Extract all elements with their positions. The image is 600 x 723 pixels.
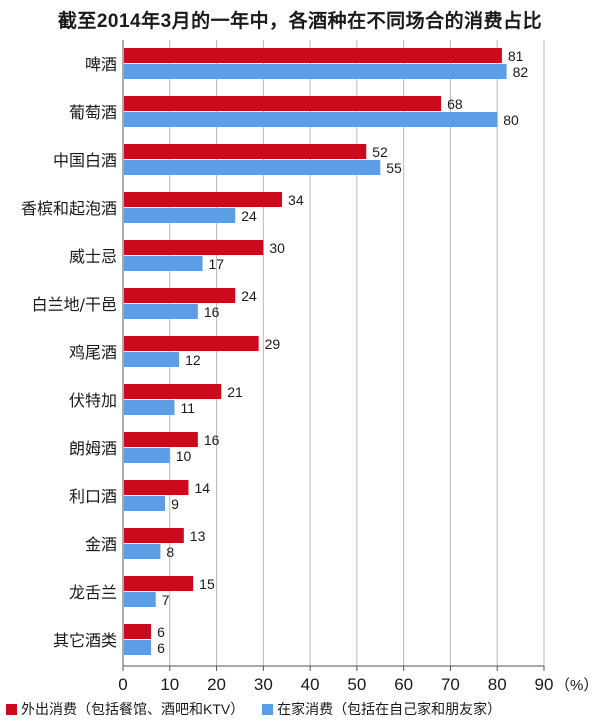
- data-label-outside: 16: [204, 432, 220, 448]
- data-label-outside: 6: [157, 624, 165, 640]
- bar-outside: [124, 624, 152, 639]
- x-unit-label: （%）: [555, 677, 598, 694]
- data-label-outside: 81: [508, 48, 524, 64]
- bar-home: [124, 544, 161, 559]
- bar-home: [124, 208, 236, 223]
- bar-home: [124, 112, 498, 127]
- bar-outside: [124, 480, 189, 495]
- data-label-home: 8: [166, 544, 174, 560]
- bar-home: [124, 496, 166, 511]
- bar-outside: [124, 144, 367, 159]
- data-label-outside: 21: [227, 384, 243, 400]
- category-label: 龙舌兰: [69, 583, 117, 602]
- category-label: 中国白酒: [53, 151, 117, 170]
- chart-title: 截至2014年3月的一年中，各酒种在不同场合的消费占比: [57, 11, 543, 32]
- x-tick-label: 90: [535, 675, 554, 694]
- bar-home: [124, 592, 156, 607]
- category-label: 其它酒类: [53, 631, 117, 650]
- data-label-outside: 34: [288, 192, 304, 208]
- bar-outside: [124, 432, 198, 447]
- legend-swatch-outside: [6, 704, 17, 715]
- bar-home: [124, 64, 507, 79]
- x-tick-label: 30: [254, 675, 273, 694]
- x-tick-label: 0: [118, 675, 127, 694]
- x-tick-label: 50: [347, 675, 366, 694]
- data-label-outside: 13: [190, 528, 206, 544]
- data-label-home: 7: [162, 592, 170, 608]
- data-label-home: 9: [171, 496, 179, 512]
- data-label-outside: 30: [269, 240, 285, 256]
- data-label-home: 6: [157, 640, 165, 656]
- data-labels: 8182688052553424301724162912211116101491…: [157, 48, 528, 656]
- data-label-home: 24: [241, 208, 257, 224]
- category-label: 葡萄酒: [69, 103, 117, 122]
- bar-outside: [124, 576, 194, 591]
- bar-home: [124, 400, 175, 415]
- data-label-outside: 24: [241, 288, 257, 304]
- legend-item-outside: 外出消费（包括餐馆、酒吧和KTV）: [6, 699, 244, 719]
- category-label: 威士忌: [69, 247, 117, 266]
- legend-item-home: 在家消费（包括在自己家和朋友家）: [262, 699, 501, 719]
- data-label-home: 10: [176, 448, 192, 464]
- bar-home: [124, 304, 198, 319]
- data-label-outside: 15: [199, 576, 215, 592]
- bar-home: [124, 352, 180, 367]
- bar-outside: [124, 48, 502, 63]
- bar-home: [124, 160, 381, 175]
- legend-label-home: 在家消费（包括在自己家和朋友家）: [277, 701, 502, 717]
- data-label-home: 80: [503, 112, 519, 128]
- x-axis: 0 10 20 30 40 50 60 70 80 90 （%）: [118, 40, 598, 694]
- legend: 外出消费（包括餐馆、酒吧和KTV） 在家消费（包括在自己家和朋友家）: [6, 699, 600, 719]
- data-label-outside: 14: [194, 480, 210, 496]
- bars: [124, 48, 507, 655]
- category-label: 啤酒: [85, 55, 117, 74]
- data-label-home: 55: [386, 160, 402, 176]
- bar-outside: [124, 192, 283, 207]
- x-tick-label: 40: [301, 675, 320, 694]
- data-label-home: 12: [185, 352, 201, 368]
- data-label-home: 82: [513, 64, 529, 80]
- bar-outside: [124, 240, 264, 255]
- category-label: 伏特加: [69, 391, 117, 410]
- category-label: 利口酒: [69, 487, 117, 506]
- bar-outside: [124, 96, 442, 111]
- bar-outside: [124, 384, 222, 399]
- category-label: 鸡尾酒: [69, 343, 117, 362]
- x-tick-label: 20: [207, 675, 226, 694]
- category-label: 香槟和起泡酒: [21, 199, 117, 218]
- x-tick-label: 60: [394, 675, 413, 694]
- bar-home: [124, 640, 152, 655]
- x-tick-label: 10: [160, 675, 179, 694]
- data-label-home: 16: [204, 304, 220, 320]
- x-tick-label: 80: [488, 675, 507, 694]
- legend-swatch-home: [262, 704, 274, 715]
- bar-outside: [124, 528, 184, 543]
- legend-label-outside: 外出消费（包括餐馆、酒吧和KTV）: [21, 701, 245, 717]
- data-label-outside: 29: [265, 336, 281, 352]
- x-tick-label: 70: [441, 675, 460, 694]
- data-label-home: 11: [180, 400, 195, 416]
- category-label: 朗姆酒: [69, 439, 117, 458]
- category-label: 金酒: [85, 535, 117, 554]
- data-label-outside: 52: [372, 144, 388, 160]
- bar-home: [124, 256, 203, 271]
- data-label-outside: 68: [447, 96, 463, 112]
- category-label: 白兰地/干邑: [32, 295, 117, 314]
- data-label-home: 17: [209, 256, 225, 272]
- category-labels: 啤酒葡萄酒中国白酒香槟和起泡酒威士忌白兰地/干邑鸡尾酒伏特加朗姆酒利口酒金酒龙舌…: [21, 55, 117, 650]
- grid-lines: [169, 40, 545, 666]
- bar-outside: [124, 336, 259, 351]
- bar-home: [124, 448, 170, 463]
- bar-outside: [124, 288, 236, 303]
